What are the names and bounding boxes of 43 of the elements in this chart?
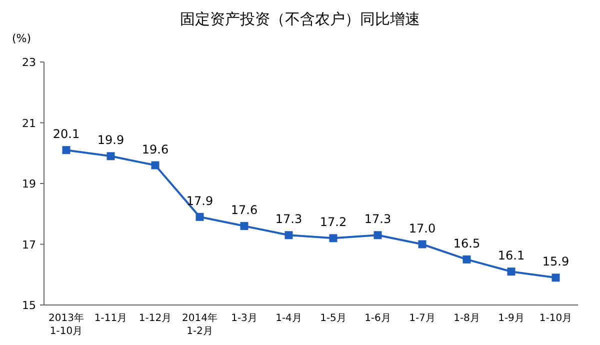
chart-title: 固定资产投资（不含农户）同比增速 xyxy=(180,10,420,28)
x-tick-label: 1-12月 xyxy=(138,313,172,324)
data-label: 17.3 xyxy=(364,212,392,226)
y-tick-label: 21 xyxy=(22,116,36,130)
point xyxy=(462,255,471,264)
point xyxy=(284,231,293,240)
x-tick-label: 1-3月 xyxy=(231,313,258,324)
x-tick-label: 1-4月 xyxy=(276,313,302,324)
data-label: 17.0 xyxy=(408,221,436,236)
point xyxy=(374,231,382,240)
point xyxy=(329,234,338,242)
y-tick-label: 15 xyxy=(22,299,36,312)
y-tick-label: 23 xyxy=(22,56,36,69)
x-tick-label: 1-6月 xyxy=(364,313,391,324)
x-tick-label: 1-8月 xyxy=(454,313,480,324)
point xyxy=(62,146,70,154)
data-label: 16.1 xyxy=(498,248,525,263)
point xyxy=(106,152,115,160)
x-tick-label: 1-5月 xyxy=(320,313,346,324)
y-axis-title: (%) xyxy=(12,32,32,45)
data-label: 17.3 xyxy=(275,212,302,226)
y-tick-label: 19 xyxy=(22,178,36,190)
data-label: 17.6 xyxy=(230,203,258,218)
data-label: 17.2 xyxy=(320,215,347,230)
point xyxy=(552,274,560,282)
point xyxy=(196,212,204,221)
data-label: 16.5 xyxy=(453,236,480,250)
x-tick-label: 1-10月 xyxy=(539,313,572,324)
data-label: 15.9 xyxy=(542,254,570,269)
data-label: 19.9 xyxy=(97,133,124,148)
x-tick-label: 2013年 1-10月 xyxy=(48,312,84,337)
y-tick-label: 17 xyxy=(22,238,36,252)
point xyxy=(240,222,248,230)
x-tick-label: 1-9月 xyxy=(498,313,524,324)
point xyxy=(507,268,516,276)
data-label: 20.1 xyxy=(52,127,80,142)
point xyxy=(418,240,426,248)
x-tick-label: 2014年 1-2月 xyxy=(182,312,218,337)
x-tick-label: 1-7月 xyxy=(409,313,436,324)
x-tick-label: 1-11月 xyxy=(94,313,128,324)
data-label: 19.6 xyxy=(142,142,169,156)
point xyxy=(151,161,160,170)
data-label: 17.9 xyxy=(186,194,214,208)
